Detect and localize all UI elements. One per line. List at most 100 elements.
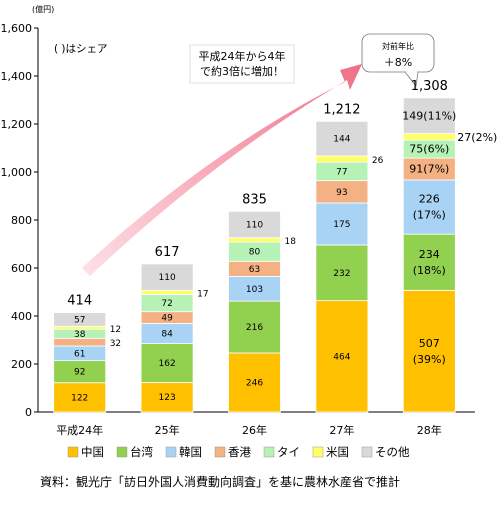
- bar-segment-label: 32: [110, 339, 121, 349]
- y-tick-label: 1,600: [1, 22, 33, 35]
- bar-segment-label: 464: [333, 352, 350, 362]
- bar-segment: [140, 289, 194, 295]
- legend-label: 台湾: [130, 445, 153, 459]
- bar-segment-label: 27(2%): [457, 131, 497, 144]
- legend-swatch: [263, 446, 275, 458]
- bar-segment-label: 110: [159, 273, 176, 283]
- source-note: 資料：観光庁「訪日外国人消費動向調査」を基に農林水産省で推計: [40, 474, 400, 489]
- bar-segment-label: 92: [74, 368, 85, 378]
- bar-segment-label: 12: [110, 325, 121, 335]
- bar-segment: [228, 300, 281, 354]
- y-tick-label: 600: [11, 262, 32, 275]
- x-tick-label: 26年: [242, 423, 267, 437]
- y-tick-label: 200: [11, 358, 32, 371]
- bar-segment-label: 246: [246, 378, 263, 388]
- bar-segment-label: 232: [333, 269, 350, 279]
- legend-swatch: [214, 446, 226, 458]
- bar-segment: [402, 133, 456, 141]
- bar-segment-label: 103: [246, 285, 263, 295]
- y-tick-label: 1,200: [1, 118, 33, 131]
- bar-segment-label: 234 (18%): [413, 248, 446, 277]
- bar-segment-label: 72: [161, 299, 172, 309]
- legend-label: 中国: [81, 445, 104, 459]
- bar-segment: [140, 382, 194, 413]
- bar-segment: [228, 210, 281, 239]
- legend-swatch: [165, 446, 177, 458]
- bar-total-label: 1,308: [411, 79, 448, 94]
- bar-segment-label: 144: [333, 135, 350, 145]
- y-tick-label: 400: [11, 310, 32, 323]
- bar-segment-label: 122: [71, 393, 88, 403]
- y-tick-label: 0: [25, 406, 32, 419]
- callout-title: 対前年比: [382, 41, 414, 51]
- bar-segment-label: 93: [336, 188, 347, 198]
- legend-label: 韓国: [179, 445, 202, 459]
- bar-segment: [140, 263, 194, 291]
- y-tick-label: 1,000: [1, 166, 33, 179]
- y-axis-unit-label: (億円): [32, 4, 54, 14]
- callout-value: ＋8%: [384, 56, 412, 69]
- bar-segment: [228, 352, 281, 413]
- bar-segment-label: 110: [246, 221, 263, 231]
- bar-total-label: 835: [242, 192, 267, 207]
- bar-segment-label: 18: [285, 237, 297, 247]
- legend-swatch: [312, 446, 324, 458]
- bar-segment-label: 226 (17%): [413, 193, 446, 222]
- bar-segment: [228, 237, 281, 243]
- bar-segment-label: 175: [333, 220, 350, 230]
- bar-segment-label: 216: [246, 323, 263, 333]
- bar-segment-label: 507 (39%): [413, 337, 446, 366]
- bars: 122 92 61 32 38 12 57 414 平成24年 123 162 84 49 72 17 110…: [53, 79, 497, 437]
- y-tick-label: 800: [11, 214, 32, 227]
- legend-label: その他: [375, 445, 410, 459]
- axes: 0 200 400 600 800 1,000 1,200 1,400 1,600: [1, 22, 475, 419]
- arrow-text: 平成24年から4年で約3倍に増加！: [199, 49, 286, 78]
- yoy-callout: 対前年比 ＋8%: [361, 33, 435, 87]
- bar-segment-label: 57: [74, 315, 85, 325]
- bar-segment: [228, 275, 281, 302]
- legend-swatch: [116, 446, 128, 458]
- bar-segment: [315, 300, 369, 413]
- bar-segment-label: 162: [159, 359, 176, 369]
- y-tick-label: 1,400: [1, 70, 33, 83]
- bar-segment-label: 149(11%): [402, 109, 456, 122]
- legend-swatch: [361, 446, 373, 458]
- legend-label: 香港: [228, 445, 251, 459]
- bar-segment-label: 75(6%): [409, 143, 449, 156]
- trend-arrow: [82, 64, 362, 276]
- bar-segment-label: 61: [74, 349, 85, 359]
- legend-label: 米国: [326, 445, 349, 459]
- legend-label: タイ: [277, 445, 300, 459]
- bar-segment: [402, 97, 456, 134]
- bar-segment-label: 49: [161, 314, 173, 324]
- bar-total-label: 414: [67, 294, 92, 309]
- bar-segment: [315, 202, 369, 246]
- x-tick-label: 28年: [417, 423, 442, 437]
- bar-segment: [53, 312, 107, 327]
- bar-segment: [53, 325, 107, 330]
- bar-segment-label: 91(7%): [409, 163, 449, 176]
- bar-segment-label: 77: [336, 167, 347, 177]
- bar-segment: [140, 343, 194, 383]
- legend-swatch: [67, 446, 79, 458]
- legend: 中国 台湾 韓国 香港 タイ 米国 その他: [67, 445, 410, 459]
- bar-segment: [315, 120, 369, 157]
- bar-segment-label: 63: [249, 265, 260, 275]
- bar-segment-label: 17: [197, 289, 208, 299]
- bar-segment-label: 26: [372, 156, 384, 166]
- bar-total-label: 617: [155, 245, 180, 260]
- bar-segment: [315, 244, 369, 302]
- bar-segment-label: 80: [249, 248, 261, 258]
- x-tick-label: 25年: [155, 423, 180, 437]
- share-note: ( )はシェア: [54, 43, 108, 55]
- x-tick-label: 平成24年: [56, 423, 103, 437]
- bar-segment: [402, 233, 456, 291]
- bar-segment-label: 38: [74, 330, 86, 340]
- bar-total-label: 1,212: [323, 102, 360, 117]
- bar-segment-label: 123: [159, 393, 176, 403]
- bar-segment-label: 84: [161, 330, 173, 340]
- x-tick-label: 27年: [329, 423, 354, 437]
- bar-segment: [402, 289, 456, 413]
- bar-segment: [315, 155, 369, 163]
